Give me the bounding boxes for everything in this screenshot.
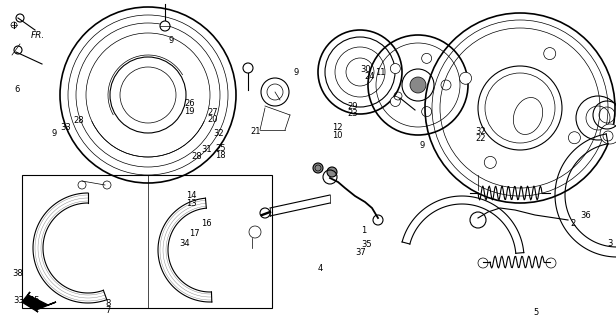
- Bar: [22, 175, 272, 308]
- Circle shape: [544, 48, 556, 60]
- Text: 6: 6: [15, 85, 20, 94]
- Text: 8: 8: [105, 300, 110, 308]
- Text: FR.: FR.: [31, 31, 46, 40]
- Text: 7: 7: [105, 306, 110, 315]
- Text: 27: 27: [207, 108, 218, 117]
- Circle shape: [313, 163, 323, 173]
- Text: 16: 16: [201, 220, 212, 228]
- Text: 17: 17: [188, 229, 200, 238]
- Text: 1: 1: [361, 226, 366, 235]
- Text: 30: 30: [360, 65, 371, 74]
- Text: 15: 15: [28, 296, 39, 305]
- Circle shape: [410, 77, 426, 93]
- Text: 34: 34: [179, 239, 190, 248]
- Text: 4: 4: [318, 264, 323, 273]
- Text: 23: 23: [347, 109, 359, 118]
- Text: 26: 26: [184, 100, 195, 108]
- Text: 25: 25: [215, 144, 226, 153]
- Text: 5: 5: [533, 308, 538, 317]
- Circle shape: [422, 107, 432, 116]
- Circle shape: [391, 96, 400, 107]
- Text: 32: 32: [475, 127, 486, 136]
- Text: 18: 18: [215, 151, 226, 160]
- Circle shape: [422, 53, 432, 63]
- Text: 13: 13: [185, 199, 197, 208]
- Text: 24: 24: [364, 72, 375, 81]
- Text: 37: 37: [355, 248, 366, 257]
- Text: 21: 21: [250, 127, 261, 136]
- Text: 32: 32: [213, 129, 224, 138]
- Text: 38: 38: [12, 269, 23, 278]
- Circle shape: [160, 21, 170, 31]
- Text: 19: 19: [184, 107, 195, 116]
- Text: 22: 22: [475, 134, 486, 143]
- Text: 20: 20: [207, 116, 218, 124]
- Text: 9: 9: [52, 129, 57, 138]
- Circle shape: [460, 72, 472, 84]
- Circle shape: [600, 124, 616, 144]
- Circle shape: [484, 156, 496, 168]
- Text: 33: 33: [13, 296, 24, 305]
- Text: 29: 29: [347, 102, 359, 111]
- Text: 11: 11: [375, 68, 386, 77]
- Text: 35: 35: [361, 240, 372, 249]
- Text: 12: 12: [332, 124, 343, 132]
- Circle shape: [327, 167, 337, 177]
- Text: 3: 3: [607, 239, 612, 248]
- Text: 28: 28: [73, 116, 84, 125]
- Circle shape: [441, 80, 451, 90]
- Text: 10: 10: [332, 131, 343, 140]
- Text: 14: 14: [185, 191, 197, 200]
- Text: 36: 36: [580, 212, 591, 220]
- Text: 2: 2: [570, 220, 575, 228]
- Polygon shape: [22, 292, 56, 312]
- Circle shape: [569, 132, 580, 144]
- Text: 9: 9: [419, 141, 424, 150]
- Text: 33: 33: [60, 123, 71, 132]
- Circle shape: [391, 64, 400, 74]
- Text: 31: 31: [201, 145, 212, 154]
- Text: 9: 9: [293, 68, 298, 77]
- Text: 9: 9: [169, 36, 174, 45]
- Text: 28: 28: [192, 152, 203, 161]
